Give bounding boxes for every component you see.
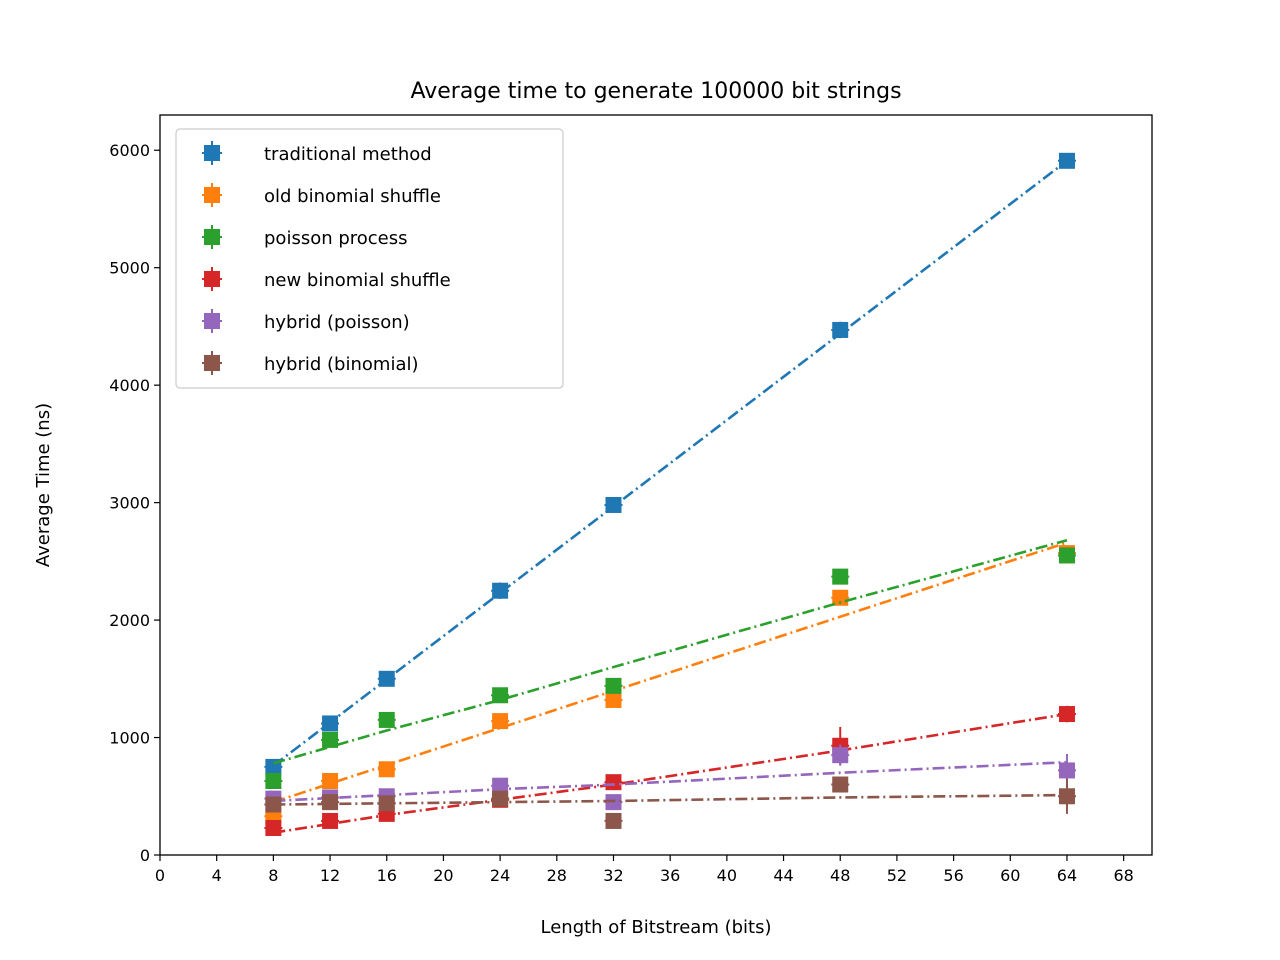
data-point: [322, 731, 339, 748]
y-tick-label: 3000: [109, 494, 150, 513]
legend-item: new binomial shuffle: [202, 267, 451, 291]
data-point: [1058, 706, 1075, 723]
y-tick-label: 6000: [109, 141, 150, 160]
legend-marker: [204, 187, 220, 203]
y-tick-label: 2000: [109, 611, 150, 630]
data-point: [1058, 547, 1075, 564]
legend-marker: [204, 313, 220, 329]
data-point: [265, 796, 282, 813]
x-tick-label: 32: [603, 866, 623, 885]
legend-box: [175, 128, 564, 389]
y-axis-label: Average Time (ns): [33, 403, 54, 567]
x-tick-label: 24: [490, 866, 510, 885]
y-tick-label: 1000: [109, 729, 150, 748]
legend-item: hybrid (binomial): [202, 351, 419, 375]
data-point: [322, 794, 339, 811]
fit-line: [273, 538, 1068, 765]
data-point: [378, 711, 395, 728]
data-point: [605, 774, 622, 791]
data-point: [378, 670, 395, 687]
data-point: [492, 713, 509, 730]
legend-item: poisson process: [202, 225, 408, 249]
data-point: [265, 819, 282, 836]
data-point: [322, 812, 339, 829]
x-tick-label: 40: [717, 866, 737, 885]
data-point: [492, 687, 509, 704]
data-point: [1058, 762, 1075, 779]
series-poisson-process: [264, 538, 1076, 789]
data-point: [322, 715, 339, 732]
x-tick-label: 8: [268, 866, 278, 885]
data-point: [832, 321, 849, 338]
legend-label: new binomial shuffle: [264, 270, 451, 291]
legend-label: hybrid (binomial): [264, 354, 419, 375]
x-axis-label: Length of Bitstream (bits): [541, 917, 772, 938]
legend-item: hybrid (poisson): [202, 309, 410, 333]
y-tick-label: 0: [140, 846, 150, 865]
legend-item: old binomial shuffle: [202, 183, 441, 207]
data-point: [492, 790, 509, 807]
data-point: [832, 776, 849, 793]
fit-line: [273, 793, 1067, 806]
data-point: [832, 747, 849, 764]
fit-line: [272, 541, 1068, 804]
data-point: [832, 568, 849, 585]
chart-title: Average time to generate 100000 bit stri…: [410, 79, 901, 104]
fit-line: [273, 712, 1068, 834]
y-axis: 0 1000 2000 3000 4000 5000 6000: [109, 141, 160, 865]
data-point: [605, 812, 622, 829]
data-point: [322, 773, 339, 789]
x-tick-label: 20: [433, 866, 453, 885]
legend-label: hybrid (poisson): [264, 312, 410, 333]
data-point: [1058, 788, 1075, 805]
legend-label: traditional method: [264, 144, 432, 165]
fit-line: [272, 159, 1068, 767]
y-tick-label: 4000: [109, 376, 150, 395]
data-point: [492, 777, 509, 794]
x-tick-label: 44: [773, 866, 793, 885]
data-point: [378, 761, 395, 778]
data-point: [605, 496, 622, 513]
y-tick-label: 5000: [109, 259, 150, 278]
x-tick-label: 28: [547, 866, 567, 885]
legend: traditional method old binomial shuffle po…: [175, 128, 564, 389]
x-tick-label: 52: [887, 866, 907, 885]
plot-frame: [159, 114, 1153, 856]
series-hybrid-binomial: [264, 776, 1076, 829]
data-point: [605, 691, 622, 708]
x-tick-label: 4: [212, 866, 222, 885]
data-point: [1058, 152, 1075, 169]
x-tick-label: 64: [1057, 866, 1077, 885]
fit-line: [273, 760, 1068, 803]
data-point: [378, 795, 395, 812]
legend-label: old binomial shuffle: [264, 186, 441, 207]
legend-item: traditional method: [202, 141, 432, 165]
data-point: [265, 773, 282, 789]
legend-marker: [204, 145, 220, 161]
legend-marker: [204, 355, 220, 371]
x-tick-label: 12: [320, 866, 340, 885]
x-tick-label: 48: [830, 866, 850, 885]
data-point: [832, 589, 849, 606]
legend-marker: [204, 271, 220, 287]
x-tick-label: 56: [943, 866, 963, 885]
plot-area: [264, 152, 1076, 836]
x-tick-label: 68: [1113, 866, 1133, 885]
x-tick-label: 16: [377, 866, 397, 885]
legend-marker: [204, 229, 220, 245]
legend-label: poisson process: [264, 228, 408, 249]
x-tick-label: 0: [155, 866, 165, 885]
data-point: [492, 582, 509, 599]
series-traditional-method: [264, 152, 1076, 775]
x-tick-label: 36: [660, 866, 680, 885]
x-tick-label: 60: [1000, 866, 1020, 885]
x-axis: 0 4 8 12 16 20 24 28 32 36 40 44 48 52 56 60 64 68: [155, 855, 1134, 885]
data-point: [605, 677, 622, 694]
